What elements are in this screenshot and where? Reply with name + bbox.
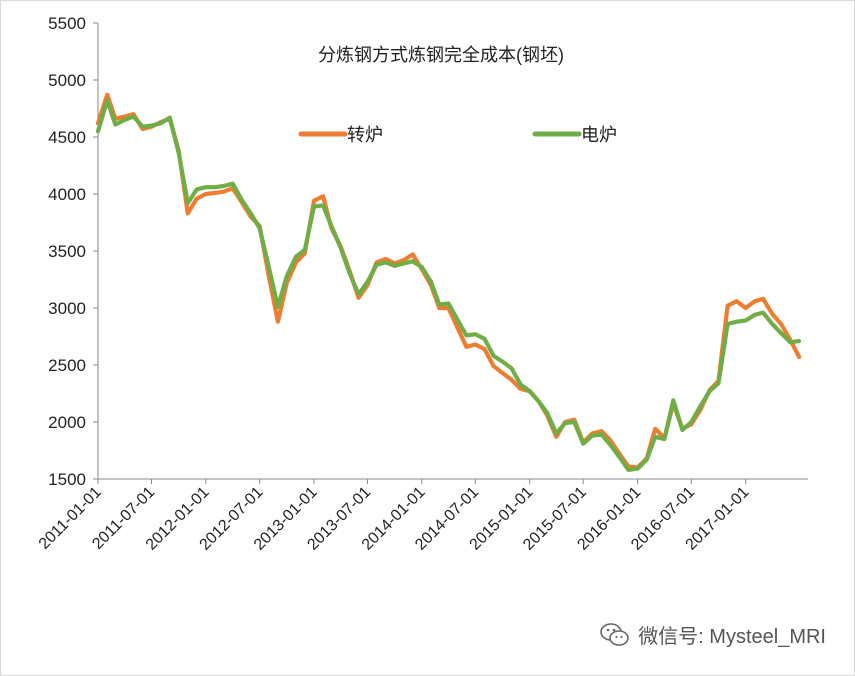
- y-tick-label: 5000: [48, 71, 86, 90]
- legend: 转炉 电炉: [298, 125, 617, 145]
- watermark: 微信号: Mysteel_MRI: [600, 620, 826, 649]
- axes: 1500200025003000350040004500500055002011…: [36, 14, 808, 554]
- legend-label: 电炉: [581, 125, 617, 145]
- y-tick-label: 4500: [48, 128, 86, 147]
- chart-title: 分炼钢方式炼钢完全成本(钢坯): [318, 45, 564, 65]
- series-lines: [95, 92, 802, 472]
- y-tick-label: 5500: [48, 14, 86, 33]
- y-tick-label: 2500: [48, 356, 86, 375]
- legend-label: 转炉: [347, 125, 383, 145]
- series-line-converter: [95, 92, 802, 470]
- legend-item: 电炉: [532, 125, 617, 145]
- y-tick-label: 3500: [48, 242, 86, 261]
- y-tick-label: 3000: [48, 299, 86, 318]
- wechat-icon: [600, 622, 629, 646]
- y-tick-label: 1500: [48, 470, 86, 489]
- y-tick-label: 4000: [48, 185, 86, 204]
- legend-item: 转炉: [298, 125, 383, 145]
- watermark-text: 微信号: Mysteel_MRI: [638, 626, 826, 648]
- y-tick-label: 2000: [48, 413, 86, 432]
- series-line-electric-furnace: [95, 98, 802, 472]
